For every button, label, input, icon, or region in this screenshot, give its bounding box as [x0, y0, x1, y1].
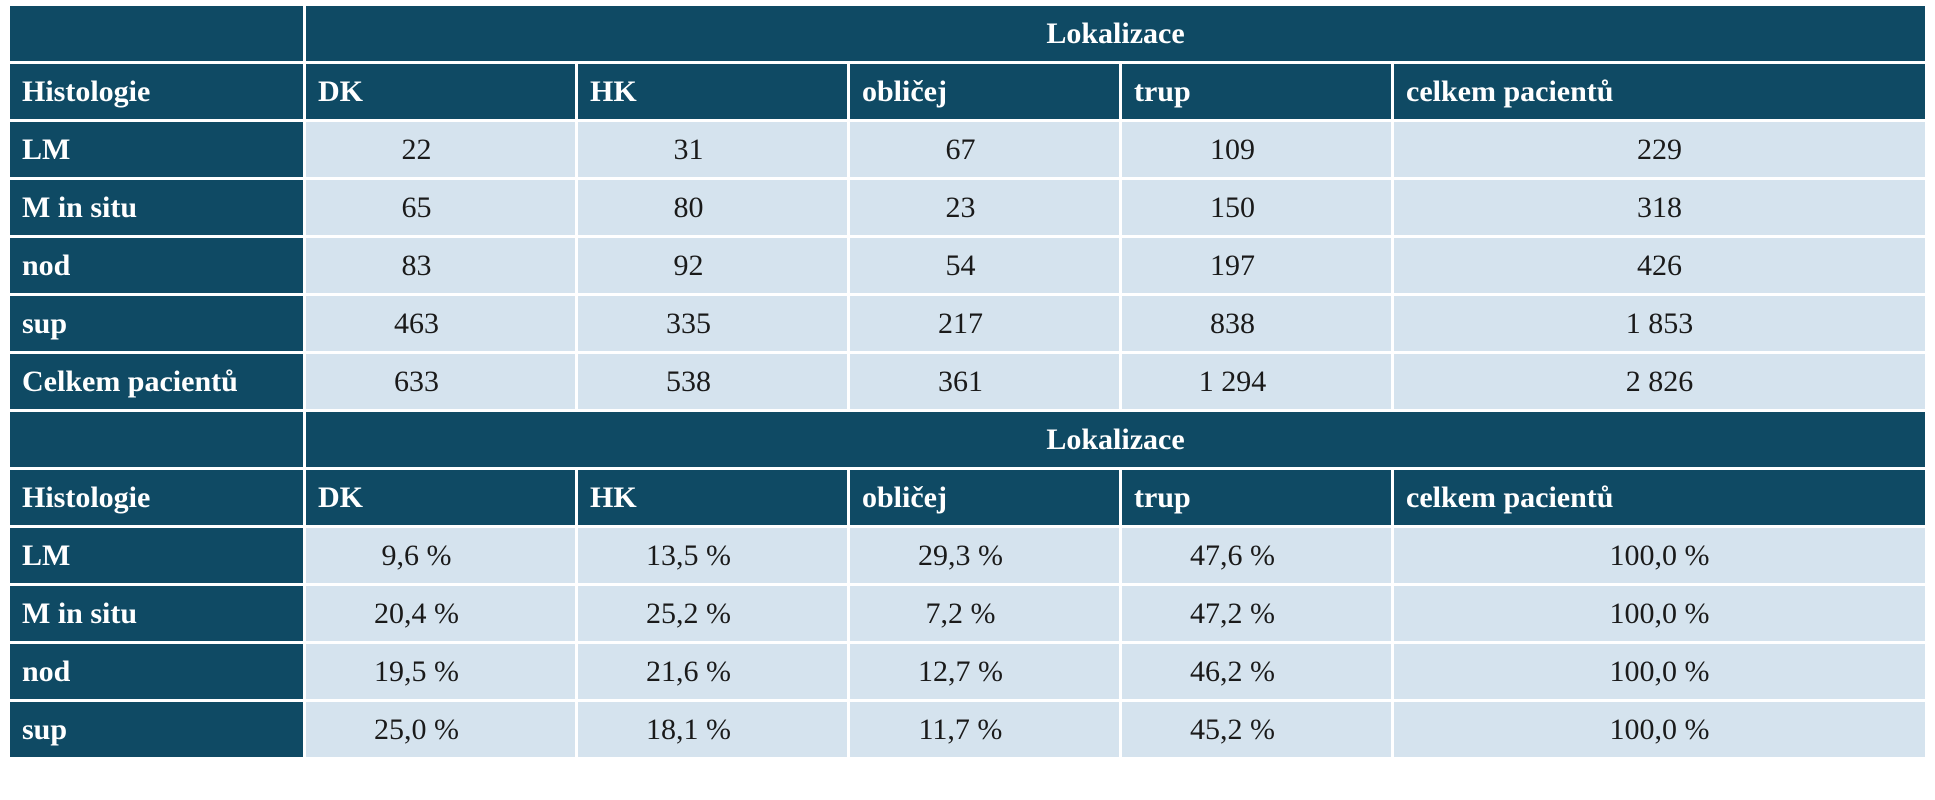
table1-col-oblicej: obličej [850, 64, 1122, 122]
row-label: LM [10, 122, 306, 180]
row-label: M in situ [10, 586, 306, 644]
table-cell: 92 [578, 238, 850, 296]
table1-corner-cell [10, 6, 306, 64]
table2-col-trup: trup [1122, 470, 1394, 528]
table-row: LM 22 31 67 109 229 [10, 122, 1926, 180]
histology-localization-table: Lokalizace Histologie DK HK obličej trup… [10, 6, 1926, 760]
table1-col-hk: HK [578, 64, 850, 122]
table-cell: 67 [850, 122, 1122, 180]
table1-col-dk: DK [306, 64, 578, 122]
table2-group-header: Lokalizace [306, 412, 1926, 470]
table2-col-histologie: Histologie [10, 470, 306, 528]
table-cell: 18,1 % [578, 702, 850, 760]
table-cell: 1 294 [1122, 354, 1394, 412]
table2-group-header-row: Lokalizace [10, 412, 1926, 470]
table2-col-dk: DK [306, 470, 578, 528]
table-cell: 22 [306, 122, 578, 180]
table-cell: 80 [578, 180, 850, 238]
table-cell: 11,7 % [850, 702, 1122, 760]
table2-col-oblicej: obličej [850, 470, 1122, 528]
table-cell: 109 [1122, 122, 1394, 180]
table-row: M in situ 20,4 % 25,2 % 7,2 % 47,2 % 100… [10, 586, 1926, 644]
table-cell: 426 [1394, 238, 1926, 296]
row-label: Celkem pacientů [10, 354, 306, 412]
table-cell: 25,0 % [306, 702, 578, 760]
table-cell: 83 [306, 238, 578, 296]
table2-col-celkem: celkem pacientů [1394, 470, 1926, 528]
table-cell: 23 [850, 180, 1122, 238]
table-cell: 217 [850, 296, 1122, 354]
row-label: nod [10, 238, 306, 296]
table-row: Celkem pacientů 633 538 361 1 294 2 826 [10, 354, 1926, 412]
table-cell: 229 [1394, 122, 1926, 180]
table-cell: 2 826 [1394, 354, 1926, 412]
table-cell: 20,4 % [306, 586, 578, 644]
table1-col-trup: trup [1122, 64, 1394, 122]
table-cell: 65 [306, 180, 578, 238]
table1-group-header: Lokalizace [306, 6, 1926, 64]
table-cell: 318 [1394, 180, 1926, 238]
table-cell: 838 [1122, 296, 1394, 354]
row-label: LM [10, 528, 306, 586]
table-cell: 197 [1122, 238, 1394, 296]
table-cell: 1 853 [1394, 296, 1926, 354]
table-cell: 46,2 % [1122, 644, 1394, 702]
table-cell: 54 [850, 238, 1122, 296]
table-cell: 12,7 % [850, 644, 1122, 702]
row-label: nod [10, 644, 306, 702]
table-cell: 19,5 % [306, 644, 578, 702]
table-cell: 13,5 % [578, 528, 850, 586]
table-row: nod 83 92 54 197 426 [10, 238, 1926, 296]
table-cell: 335 [578, 296, 850, 354]
table-row: nod 19,5 % 21,6 % 12,7 % 46,2 % 100,0 % [10, 644, 1926, 702]
row-label: sup [10, 702, 306, 760]
table-cell: 9,6 % [306, 528, 578, 586]
table2-column-header-row: Histologie DK HK obličej trup celkem pac… [10, 470, 1926, 528]
table-cell: 7,2 % [850, 586, 1122, 644]
table-cell: 31 [578, 122, 850, 180]
row-label: sup [10, 296, 306, 354]
table-cell: 47,2 % [1122, 586, 1394, 644]
table-cell: 100,0 % [1394, 644, 1926, 702]
table1-col-histologie: Histologie [10, 64, 306, 122]
table1-col-celkem: celkem pacientů [1394, 64, 1926, 122]
table-cell: 45,2 % [1122, 702, 1394, 760]
table-cell: 361 [850, 354, 1122, 412]
table-cell: 633 [306, 354, 578, 412]
table-cell: 463 [306, 296, 578, 354]
table-cell: 29,3 % [850, 528, 1122, 586]
table-row: LM 9,6 % 13,5 % 29,3 % 47,6 % 100,0 % [10, 528, 1926, 586]
table-cell: 100,0 % [1394, 528, 1926, 586]
table-cell: 21,6 % [578, 644, 850, 702]
table-cell: 538 [578, 354, 850, 412]
table1-group-header-row: Lokalizace [10, 6, 1926, 64]
table2-col-hk: HK [578, 470, 850, 528]
table-cell: 100,0 % [1394, 586, 1926, 644]
table2-corner-cell [10, 412, 306, 470]
table-cell: 47,6 % [1122, 528, 1394, 586]
table-row: sup 25,0 % 18,1 % 11,7 % 45,2 % 100,0 % [10, 702, 1926, 760]
row-label: M in situ [10, 180, 306, 238]
table1-column-header-row: Histologie DK HK obličej trup celkem pac… [10, 64, 1926, 122]
table-cell: 25,2 % [578, 586, 850, 644]
table-cell: 100,0 % [1394, 702, 1926, 760]
table-row: sup 463 335 217 838 1 853 [10, 296, 1926, 354]
table-row: M in situ 65 80 23 150 318 [10, 180, 1926, 238]
table-cell: 150 [1122, 180, 1394, 238]
